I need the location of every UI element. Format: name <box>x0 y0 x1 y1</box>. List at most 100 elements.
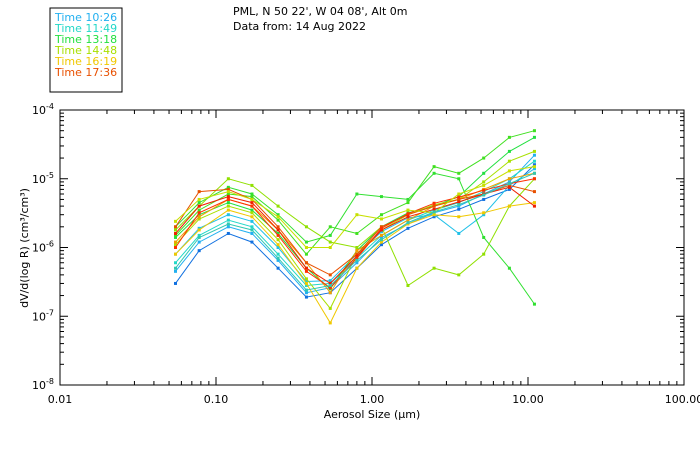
data-point <box>482 183 486 187</box>
data-point <box>379 226 383 230</box>
data-point <box>197 217 201 221</box>
data-point <box>173 243 177 247</box>
data-point <box>328 291 332 295</box>
data-point <box>406 226 410 230</box>
data-point <box>328 225 332 229</box>
data-point <box>482 188 486 192</box>
data-point <box>532 201 536 205</box>
data-point <box>507 135 511 139</box>
legend-entry: Time 14:48 <box>54 44 117 57</box>
data-point <box>304 225 308 229</box>
data-point <box>406 197 410 201</box>
data-point <box>507 204 511 208</box>
data-point <box>304 277 308 281</box>
data-point <box>507 266 511 270</box>
data-point <box>226 201 230 205</box>
data-point <box>507 185 511 189</box>
data-point <box>276 215 280 219</box>
data-point <box>226 218 230 222</box>
data-point <box>304 280 308 284</box>
data-point <box>173 235 177 239</box>
data-point <box>457 273 461 277</box>
data-point <box>507 182 511 186</box>
y-tick-label: 10-8 <box>32 377 54 392</box>
data-point <box>250 197 254 201</box>
x-axis-label: Aerosol Size (µm) <box>324 408 421 421</box>
x-tick-label: 100.00 <box>665 393 700 406</box>
data-point <box>197 204 201 208</box>
data-point <box>276 238 280 242</box>
data-point <box>507 187 511 191</box>
data-point <box>328 286 332 290</box>
legend-entry: Time 11:49 <box>54 22 117 35</box>
data-point <box>226 208 230 212</box>
data-point <box>173 231 177 235</box>
data-point <box>379 240 383 244</box>
data-point <box>457 195 461 199</box>
data-point <box>379 243 383 247</box>
data-point <box>276 204 280 208</box>
data-point <box>226 195 230 199</box>
data-point <box>507 149 511 153</box>
data-point <box>532 135 536 139</box>
data-point <box>406 201 410 205</box>
data-point <box>173 225 177 229</box>
data-point <box>406 221 410 225</box>
legend-box <box>49 7 123 93</box>
data-point <box>173 281 177 285</box>
y-tick-label: 10-4 <box>32 102 54 117</box>
data-point <box>226 185 230 189</box>
data-point <box>197 233 201 237</box>
data-point <box>406 215 410 219</box>
data-point <box>355 252 359 256</box>
data-point <box>250 208 254 212</box>
data-point <box>304 240 308 244</box>
data-point <box>226 197 230 201</box>
y-tick-label-exponent: -5 <box>46 171 54 180</box>
data-point <box>197 211 201 215</box>
y-tick-label-exponent: -4 <box>46 102 54 111</box>
data-point <box>482 213 486 217</box>
data-point <box>379 217 383 221</box>
data-point <box>482 193 486 197</box>
data-point <box>432 165 436 169</box>
x-tick-label: 1.00 <box>360 393 385 406</box>
data-point <box>507 183 511 187</box>
data-point <box>173 269 177 273</box>
y-tick-label-base: 10 <box>32 310 46 323</box>
data-point <box>197 235 201 239</box>
data-point <box>197 226 201 230</box>
data-point <box>328 284 332 288</box>
data-point <box>173 252 177 256</box>
data-point <box>250 183 254 187</box>
data-point <box>532 165 536 169</box>
data-point <box>250 201 254 205</box>
data-point <box>173 219 177 223</box>
data-point <box>328 273 332 277</box>
data-point <box>197 240 201 244</box>
data-point <box>304 252 308 256</box>
data-point <box>328 321 332 325</box>
data-point <box>355 256 359 260</box>
data-point <box>379 233 383 237</box>
data-point <box>226 231 230 235</box>
data-point <box>355 254 359 258</box>
data-point <box>532 153 536 157</box>
data-point <box>173 261 177 265</box>
y-tick-label: 10-7 <box>32 308 54 323</box>
legend-entry: Time 16:19 <box>54 55 117 68</box>
data-point <box>197 228 201 232</box>
data-point <box>276 213 280 217</box>
data-point <box>432 207 436 211</box>
data-point <box>250 231 254 235</box>
data-point <box>432 204 436 208</box>
data-point <box>276 218 280 222</box>
data-point <box>250 204 254 208</box>
data-point <box>355 266 359 270</box>
data-point <box>355 213 359 217</box>
data-point <box>226 213 230 217</box>
data-point <box>406 284 410 288</box>
data-point <box>226 225 230 229</box>
data-point <box>432 266 436 270</box>
